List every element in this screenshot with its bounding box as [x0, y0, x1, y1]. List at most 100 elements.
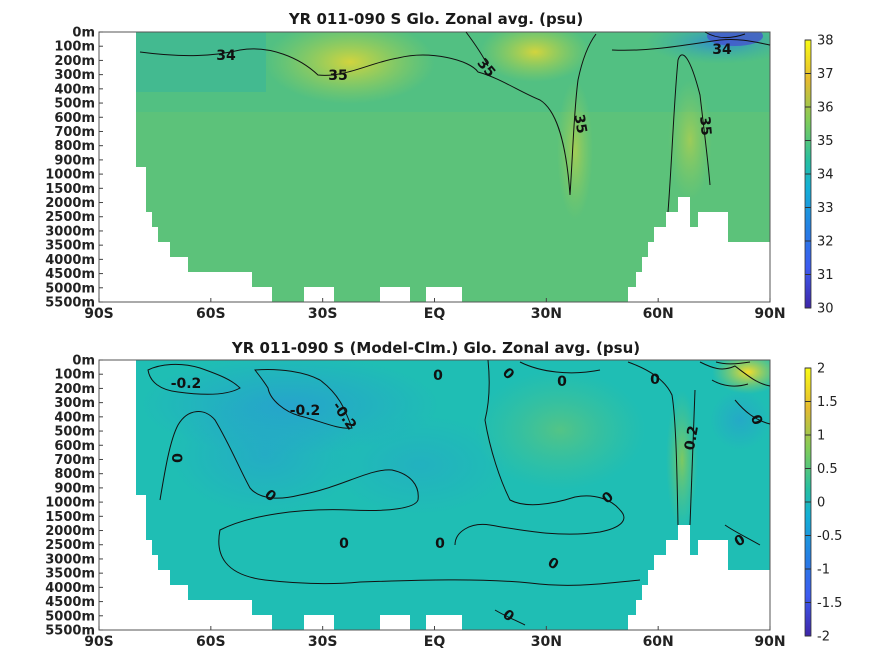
contour-label: -0.2 — [290, 403, 321, 419]
bottom-colorbar-tick-label: 2 — [817, 362, 825, 377]
contour-label: 0 — [433, 368, 443, 384]
top-field — [136, 32, 770, 302]
top-x-tick-label: 60N — [643, 306, 674, 322]
bottom-y-axis: 0m100m200m300m400m500m600m700m800m900m10… — [45, 354, 103, 639]
contour-label: 34 — [216, 48, 236, 64]
top-y-tick-label: 4500m — [45, 267, 95, 282]
top-y-tick-label: 900m — [54, 153, 95, 168]
contour-label: 0 — [650, 372, 660, 388]
bottom-field — [136, 360, 770, 630]
top-x-tick-label: 90N — [754, 306, 785, 322]
top-x-tick-label: EQ — [424, 306, 446, 322]
top-y-tick-label: 500m — [54, 97, 95, 112]
bottom-y-tick-label: 500m — [54, 425, 95, 440]
top-y-tick-label: 200m — [54, 54, 95, 69]
top-colorbar-tick-label: 35 — [817, 134, 834, 149]
top-y-tick-label: 5500m — [45, 296, 95, 311]
top-x-tick-label: 30N — [531, 306, 562, 322]
top-colorbar-tick-label: 37 — [817, 67, 834, 82]
bottom-colorbar-tick-label: -2 — [817, 630, 830, 645]
contour-label: 0 — [339, 536, 349, 552]
top-contours — [139, 31, 771, 213]
contour-label: 0 — [435, 536, 445, 552]
contour-label: 35 — [570, 113, 589, 135]
bottom-colorbar-tick-label: -1.5 — [817, 596, 842, 611]
top-y-tick-label: 300m — [54, 68, 95, 83]
bottom-x-axis: 90S 60S 30S EQ 30N 60N 90N — [84, 626, 786, 650]
bottom-colorbar-tick-label: -0.5 — [817, 529, 842, 544]
bottom-y-tick-label: 5500m — [45, 624, 95, 639]
bottom-x-tick-label: 60S — [196, 634, 226, 650]
top-y-tick-label: 4000m — [45, 253, 95, 268]
contour-label: 0.2 — [682, 424, 702, 451]
bottom-y-tick-label: 5000m — [45, 609, 95, 624]
top-colorbar-tick-label: 34 — [817, 168, 834, 183]
top-colorbar-tick-label: 38 — [817, 34, 834, 49]
top-x-axis: 90S 60S 30S EQ 30N 60N 90N — [84, 298, 786, 322]
top-colorbar-tick-label: 31 — [817, 268, 834, 283]
bottom-y-tick-label: 1000m — [45, 496, 95, 511]
bottom-y-tick-label: 200m — [54, 382, 95, 397]
bottom-x-tick-label: 30S — [308, 634, 338, 650]
bottom-title: YR 011-090 S (Model-Clm.) Glo. Zonal avg… — [231, 339, 640, 357]
bottom-y-tick-label: 2500m — [45, 538, 95, 553]
bottom-y-tick-label: 600m — [54, 439, 95, 454]
top-y-tick-label: 1500m — [45, 182, 95, 197]
contour-label: 0 — [557, 374, 567, 390]
top-colorbar-tick-label: 30 — [817, 302, 834, 317]
bottom-x-tick-label: 90N — [754, 634, 785, 650]
top-colorbar-tick-label: 33 — [817, 201, 834, 216]
bottom-y-tick-label: 400m — [54, 410, 95, 425]
bottom-x-tick-label: 30N — [531, 634, 562, 650]
bottom-colorbar-tick-label: 0.5 — [817, 462, 838, 477]
contour-label: 35 — [696, 116, 714, 137]
top-y-axis: 0m100m200m300m400m500m600m700m800m900m10… — [45, 26, 103, 311]
top-y-tick-label: 100m — [54, 40, 95, 55]
top-x-tick-label: 90S — [84, 306, 114, 322]
top-x-tick-label: 30S — [308, 306, 338, 322]
bottom-y-tick-label: 700m — [54, 453, 95, 468]
bottom-x-tick-label: EQ — [424, 634, 446, 650]
top-y-tick-label: 400m — [54, 82, 95, 97]
bottom-y-tick-label: 2000m — [45, 524, 95, 539]
bottom-colorbar-tick-label: -1 — [817, 563, 830, 578]
bottom-colorbar-tick-label: 0 — [817, 496, 825, 511]
top-title: YR 011-090 S Glo. Zonal avg. (psu) — [288, 10, 583, 28]
contour-label: 0 — [168, 453, 184, 463]
top-colorbar-tick-label: 36 — [817, 101, 834, 116]
bottom-x-tick-label: 60N — [643, 634, 674, 650]
bottom-contours — [147, 359, 771, 626]
top-colorbar-ticks: 30 31 32 33 34 35 36 37 38 — [805, 34, 834, 317]
top-y-tick-label: 600m — [54, 111, 95, 126]
contour-label: 34 — [712, 42, 732, 58]
contour-label: -0.2 — [171, 376, 202, 392]
top-y-tick-label: 800m — [54, 139, 95, 154]
top-x-tick-label: 60S — [196, 306, 226, 322]
top-y-tick-label: 0m — [72, 26, 95, 41]
bottom-y-tick-label: 100m — [54, 368, 95, 383]
bottom-x-tick-label: 90S — [84, 634, 114, 650]
bottom-y-tick-label: 3500m — [45, 567, 95, 582]
bottom-y-tick-label: 800m — [54, 467, 95, 482]
bottom-colorbar-tick-label: 1 — [817, 429, 825, 444]
bottom-contour-labels: -0.2 -0.2 -0.2 0 0 0 0 0 0 0 0.2 0 0 0 0… — [168, 365, 765, 626]
top-y-tick-label: 5000m — [45, 281, 95, 296]
bottom-y-tick-label: 300m — [54, 396, 95, 411]
bottom-y-tick-label: 4500m — [45, 595, 95, 610]
bottom-y-tick-label: 1500m — [45, 510, 95, 525]
top-y-tick-label: 3500m — [45, 239, 95, 254]
top-y-tick-label: 2000m — [45, 196, 95, 211]
top-y-tick-label: 1000m — [45, 168, 95, 183]
bottom-colorbar-ticks: -2 -1.5 -1 -0.5 0 0.5 1 1.5 2 — [805, 362, 842, 645]
bottom-y-tick-label: 4000m — [45, 581, 95, 596]
bottom-y-tick-label: 0m — [72, 354, 95, 369]
bottom-y-tick-label: 900m — [54, 481, 95, 496]
bottom-y-tick-label: 3000m — [45, 552, 95, 567]
top-y-tick-label: 700m — [54, 125, 95, 140]
top-colorbar-tick-label: 32 — [817, 235, 834, 250]
top-y-tick-label: 3000m — [45, 224, 95, 239]
bottom-colorbar-tick-label: 1.5 — [817, 395, 838, 410]
top-y-tick-label: 2500m — [45, 210, 95, 225]
contour-label: 35 — [328, 68, 347, 84]
